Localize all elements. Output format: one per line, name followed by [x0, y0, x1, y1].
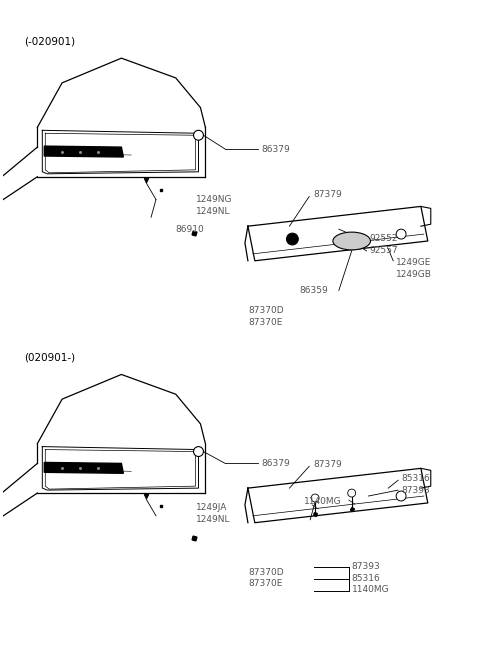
Text: 85316: 85316	[352, 574, 381, 582]
Text: 87379: 87379	[313, 460, 342, 469]
Text: 87370E: 87370E	[248, 318, 282, 327]
Text: 87393: 87393	[352, 562, 381, 571]
Text: 1249NG: 1249NG	[195, 195, 232, 204]
Text: 1140MG: 1140MG	[352, 586, 389, 595]
Circle shape	[311, 494, 319, 502]
Text: 92552: 92552	[370, 234, 398, 242]
Text: (020901-): (020901-)	[24, 352, 76, 363]
Circle shape	[396, 491, 406, 501]
Text: 1249GE: 1249GE	[396, 258, 432, 267]
Polygon shape	[44, 146, 123, 157]
Circle shape	[348, 489, 356, 497]
Text: 87370E: 87370E	[248, 580, 282, 588]
Text: (-020901): (-020901)	[24, 36, 76, 47]
Polygon shape	[44, 462, 123, 474]
Text: 86359: 86359	[300, 286, 328, 295]
Text: 92557: 92557	[370, 246, 398, 255]
Text: 1249NL: 1249NL	[195, 207, 230, 216]
Text: 1140MG: 1140MG	[304, 497, 342, 506]
Bar	[288, 236, 296, 242]
Text: 1249GB: 1249GB	[396, 270, 432, 279]
Circle shape	[287, 233, 298, 245]
Text: 86379: 86379	[262, 145, 290, 153]
Text: 1249NL: 1249NL	[195, 515, 230, 524]
Text: 87393: 87393	[401, 485, 430, 495]
Text: 87370D: 87370D	[248, 306, 284, 314]
Circle shape	[193, 130, 204, 140]
Circle shape	[396, 229, 406, 239]
Circle shape	[193, 447, 204, 457]
Text: 87370D: 87370D	[248, 568, 284, 576]
Text: 87379: 87379	[313, 190, 342, 199]
Text: 86379: 86379	[262, 459, 290, 468]
Text: 86910: 86910	[176, 225, 204, 234]
Ellipse shape	[333, 232, 371, 250]
Text: 1249JA: 1249JA	[195, 504, 227, 512]
Text: 85316: 85316	[401, 474, 430, 483]
